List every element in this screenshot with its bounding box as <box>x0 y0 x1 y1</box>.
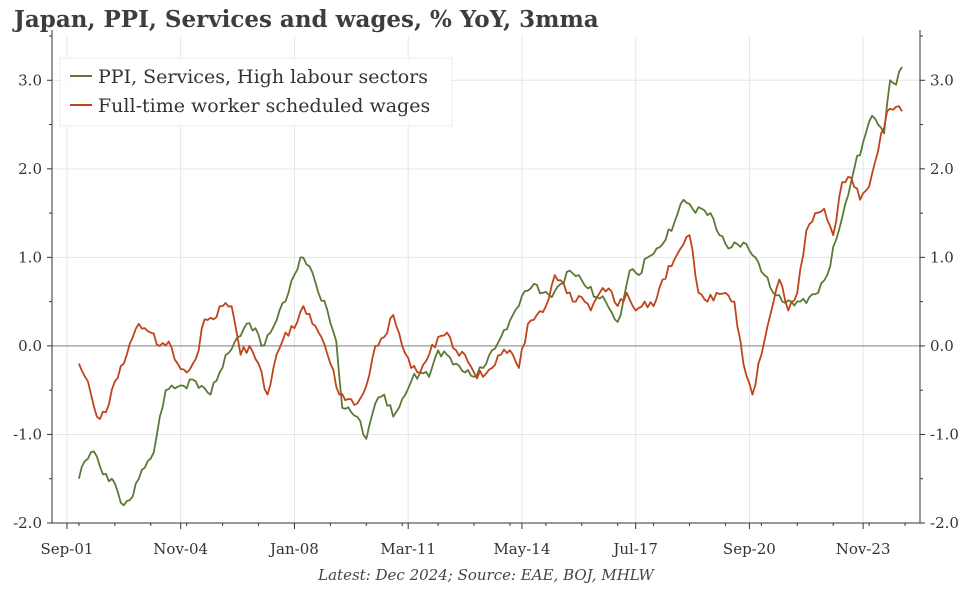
legend-entry: Full-time worker scheduled wages <box>98 95 430 117</box>
series-lines <box>78 66 903 507</box>
y-tick-label-right: 1.0 <box>930 248 954 266</box>
y-tick-label-left: 0.0 <box>18 337 42 355</box>
legend-box <box>59 57 453 127</box>
legend-entry: PPI, Services, High labour sectors <box>98 66 428 88</box>
y-tick-label-right: 3.0 <box>930 71 954 89</box>
axes: -2.0 -2.0 -1.0 -1.0 0.0 0.0 1.0 1.0 2.0 2.0 3.0 3.0… <box>13 30 959 558</box>
x-tick-label: Sep-20 <box>723 540 776 558</box>
x-tick-label: May-14 <box>493 540 550 558</box>
y-tick-label-left: -1.0 <box>13 425 42 443</box>
y-tick-label-left: 1.0 <box>18 248 42 266</box>
source-note: Latest: Dec 2024; Source: EAE, BOJ, MHLW <box>318 566 654 584</box>
y-tick-label-right: -1.0 <box>930 425 959 443</box>
y-tick-label-left: 3.0 <box>18 71 42 89</box>
wages-series-line <box>78 105 903 420</box>
y-tick-label-left: -2.0 <box>13 514 42 532</box>
chart-title: Japan, PPI, Services and wages, % YoY, 3… <box>14 6 599 33</box>
y-tick-label-right: 2.0 <box>930 160 954 178</box>
x-tick-label: Nov-04 <box>153 540 208 558</box>
x-tick-label: Jul-17 <box>611 540 658 558</box>
y-tick-label-right: 0.0 <box>930 337 954 355</box>
y-tick-label-left: 2.0 <box>18 160 42 178</box>
x-tick-label: Mar-11 <box>380 540 436 558</box>
legend: PPI, Services, High labour sectors Full-t… <box>59 57 453 127</box>
x-tick-label: Nov-23 <box>836 540 891 558</box>
x-tick-label: Jan-08 <box>268 540 319 558</box>
ppi-services-series-line <box>78 66 903 507</box>
x-tick-label: Sep-01 <box>41 540 94 558</box>
y-tick-label-right: -2.0 <box>930 514 959 532</box>
